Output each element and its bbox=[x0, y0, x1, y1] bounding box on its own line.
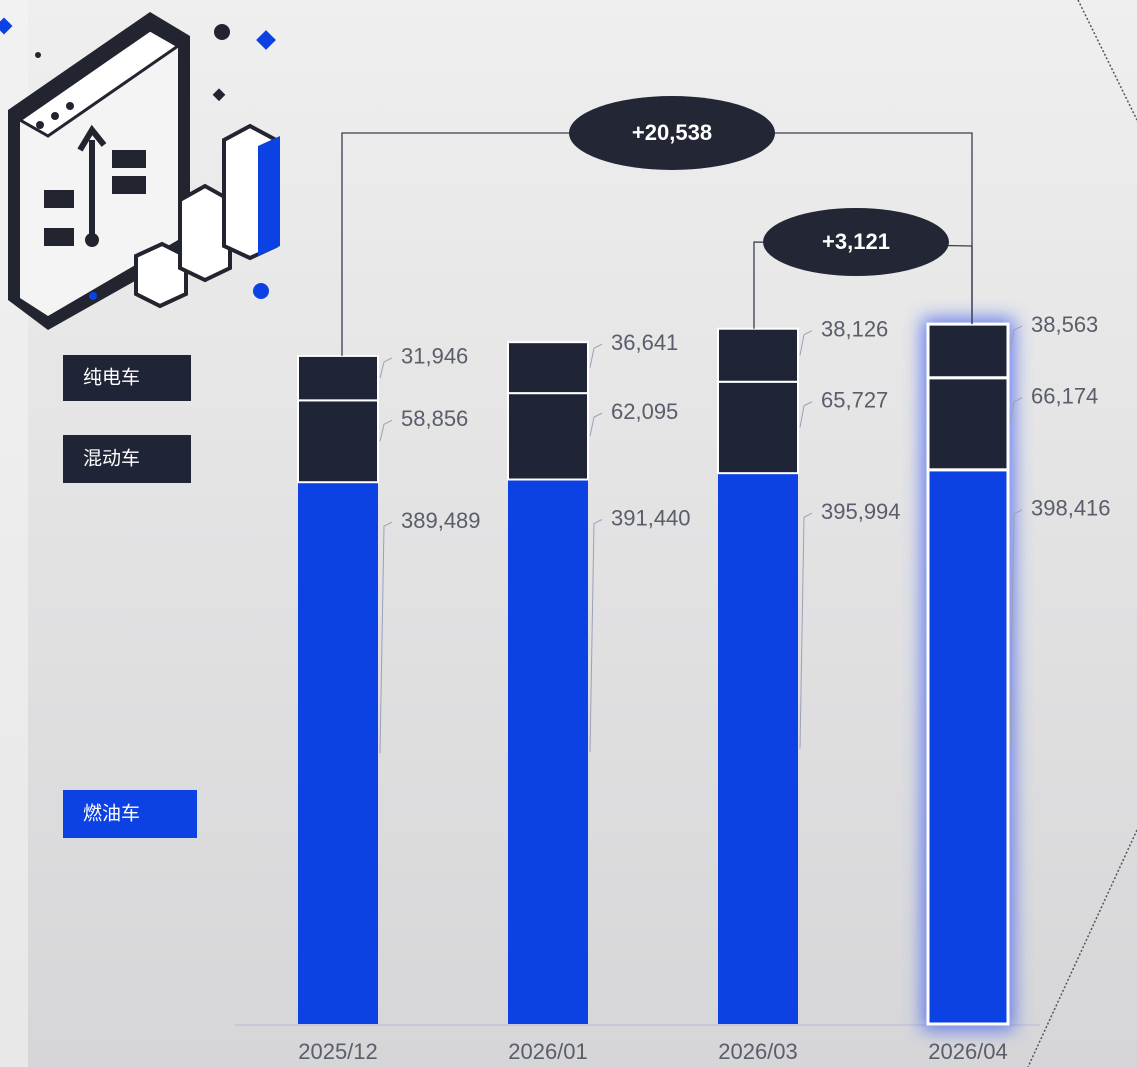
legend-label: 燃油车 bbox=[83, 803, 140, 825]
legend-swatch bbox=[63, 790, 197, 838]
bar-segment bbox=[508, 479, 588, 1024]
value-label: 38,126 bbox=[821, 317, 888, 342]
bar-segment bbox=[507, 392, 589, 481]
bar-segment bbox=[926, 468, 1010, 1026]
value-label: 62,095 bbox=[611, 399, 678, 424]
value-label: 391,440 bbox=[611, 505, 691, 530]
leader-line bbox=[1009, 325, 1023, 352]
bar-segment bbox=[507, 341, 589, 395]
legend-swatch bbox=[63, 435, 191, 483]
bar-segment bbox=[717, 327, 799, 383]
leader-line bbox=[379, 521, 393, 754]
value-label: 58,856 bbox=[401, 406, 468, 431]
bar-segment bbox=[297, 354, 379, 402]
annotation: +3,121 bbox=[822, 229, 890, 254]
bar-segment bbox=[298, 482, 378, 1024]
bar-segment bbox=[717, 380, 799, 475]
annotation: +20,538 bbox=[632, 120, 712, 145]
annotation-bubble bbox=[569, 96, 775, 170]
x-tick-label: 2026/01 bbox=[508, 1039, 588, 1064]
value-label: 395,994 bbox=[821, 499, 901, 524]
icon bbox=[0, 12, 280, 330]
leader-line bbox=[1009, 397, 1023, 424]
decor-lines bbox=[1027, 0, 1137, 1067]
bar-segment bbox=[926, 322, 1010, 380]
leader-line bbox=[1009, 509, 1023, 747]
x-tick-label: 2026/04 bbox=[928, 1039, 1008, 1064]
legend-label: 混动车 bbox=[83, 448, 140, 470]
value-label: 38,563 bbox=[1031, 312, 1098, 337]
x-tick-label: 2025/12 bbox=[298, 1039, 378, 1064]
value-label: 66,174 bbox=[1031, 384, 1098, 409]
leader-line bbox=[589, 412, 603, 437]
value-label: 65,727 bbox=[821, 388, 888, 413]
annotation-bubble bbox=[763, 208, 949, 276]
legend-swatch bbox=[63, 355, 191, 401]
value-label: 31,946 bbox=[401, 344, 468, 369]
bar-segment bbox=[926, 376, 1010, 472]
leader-line bbox=[799, 512, 813, 749]
legend-label: 纯电车 bbox=[83, 367, 140, 389]
leader-line bbox=[589, 519, 603, 752]
leader-line bbox=[379, 357, 393, 379]
bar-segment bbox=[718, 473, 798, 1024]
x-tick-label: 2026/03 bbox=[718, 1039, 798, 1064]
leader-line bbox=[799, 330, 813, 356]
bar-segment bbox=[297, 399, 379, 484]
leader-line bbox=[379, 419, 393, 442]
value-label: 389,489 bbox=[401, 508, 481, 533]
value-label: 398,416 bbox=[1031, 496, 1111, 521]
leader-line bbox=[589, 343, 603, 368]
value-label: 36,641 bbox=[611, 330, 678, 355]
leader-line bbox=[799, 401, 813, 428]
